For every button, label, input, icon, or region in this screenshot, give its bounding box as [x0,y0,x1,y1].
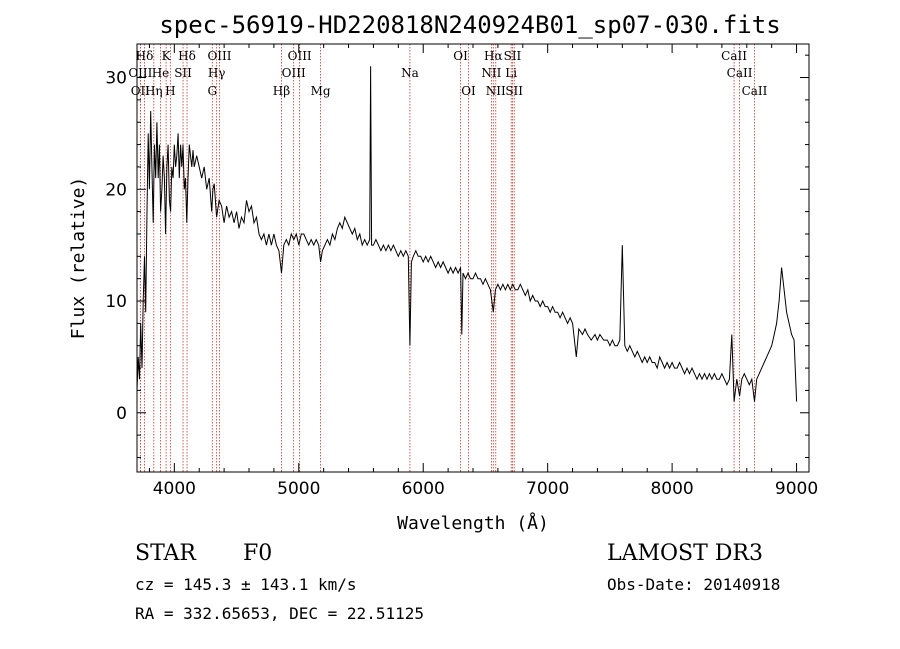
plot-frame [136,43,810,473]
line-label-0: Hδ [136,49,154,63]
spectral-line-markers [139,44,755,472]
line-label-21: G [207,84,217,98]
line-label-2: Hδ [178,49,196,63]
y-tick-label-3: 30 [105,69,127,89]
y-axis-ticks: 0 10 20 30 [105,54,809,458]
x-tick-label-1: 5000 [277,479,320,499]
line-label-20: H [165,84,175,98]
line-label-22: Hβ [273,84,290,98]
line-label-26: SII [505,84,523,98]
chart-title: spec-56919-HD220818N240924B01_sp07-030.f… [159,11,780,39]
line-label-16: Li [505,66,517,80]
object-type: STAR [135,541,197,566]
line-label-17: CaII [727,66,753,80]
y-tick-label-1: 10 [105,292,127,312]
spectrum-series [136,66,798,402]
line-label-24: OI [461,84,476,98]
x-tick-label-3: 7000 [526,479,569,499]
x-tick-label-0: 4000 [153,479,196,499]
y-tick-label-0: 0 [116,404,127,424]
x-axis-label: Wavelength (Å) [397,512,549,534]
line-label-10: He [152,66,170,80]
x-tick-label-5: 9000 [775,479,818,499]
line-label-13: OIII [282,66,306,80]
line-label-6: Hα [484,49,503,63]
obs-date: Obs-Date: 20140918 [607,575,780,594]
y-axis-label: Flux (relative) [68,177,89,340]
line-label-4: OIII [288,49,312,63]
line-label-1: K [162,49,172,63]
spectral-subclass: F0 [243,541,272,566]
line-label-5: OI [453,49,468,63]
x-tick-label-2: 6000 [402,479,445,499]
line-label-25: NII [486,84,506,98]
survey-name: LAMOST DR3 [607,541,763,566]
line-label-7: SII [504,49,522,63]
line-label-8: CaII [721,49,747,63]
x-tick-label-4: 8000 [650,479,693,499]
line-label-15: NII [481,66,501,80]
line-label-27: CaII [742,84,768,98]
line-label-12: Hγ [208,66,226,80]
coordinates: RA = 332.65653, DEC = 22.51125 [135,604,424,623]
line-label-11: SII [174,66,192,80]
redshift-readout: cz = 145.3 ± 143.1 km/s [135,575,357,594]
line-label-14: Na [401,66,419,80]
line-label-9: OIII [128,66,152,80]
line-label-18: OII [131,84,151,98]
line-label-19: Hη [145,84,163,98]
line-label-23: Mg [311,84,331,98]
line-label-3: OIII [207,49,231,63]
x-axis-ticks: 4000 5000 6000 7000 8000 9000 [148,44,818,499]
y-tick-label-2: 20 [105,180,127,200]
